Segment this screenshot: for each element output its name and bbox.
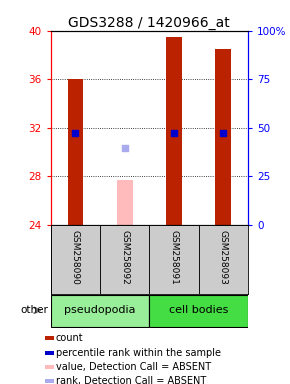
Bar <box>68 79 83 225</box>
Text: GSM258090: GSM258090 <box>71 230 80 285</box>
Bar <box>45 351 54 354</box>
Bar <box>117 180 133 225</box>
Bar <box>215 49 231 225</box>
Bar <box>100 225 149 294</box>
Bar <box>166 37 182 225</box>
Text: percentile rank within the sample: percentile rank within the sample <box>56 348 221 358</box>
Bar <box>45 365 54 369</box>
Point <box>73 129 78 136</box>
Bar <box>45 379 54 383</box>
Text: GSM258093: GSM258093 <box>219 230 228 285</box>
Point <box>172 129 176 136</box>
Bar <box>149 296 248 326</box>
Text: other: other <box>20 305 48 315</box>
Point <box>221 129 226 136</box>
Text: pseudopodia: pseudopodia <box>64 305 136 315</box>
Title: GDS3288 / 1420966_at: GDS3288 / 1420966_at <box>68 16 230 30</box>
Bar <box>149 225 199 294</box>
Text: rank, Detection Call = ABSENT: rank, Detection Call = ABSENT <box>56 376 206 384</box>
Text: cell bodies: cell bodies <box>169 305 228 315</box>
Bar <box>51 296 149 326</box>
Bar <box>51 225 100 294</box>
Bar <box>199 225 248 294</box>
Bar <box>45 336 54 340</box>
Text: count: count <box>56 333 83 343</box>
Text: value, Detection Call = ABSENT: value, Detection Call = ABSENT <box>56 362 211 372</box>
Point <box>122 145 127 151</box>
Text: GSM258092: GSM258092 <box>120 230 129 285</box>
Text: GSM258091: GSM258091 <box>169 230 179 285</box>
